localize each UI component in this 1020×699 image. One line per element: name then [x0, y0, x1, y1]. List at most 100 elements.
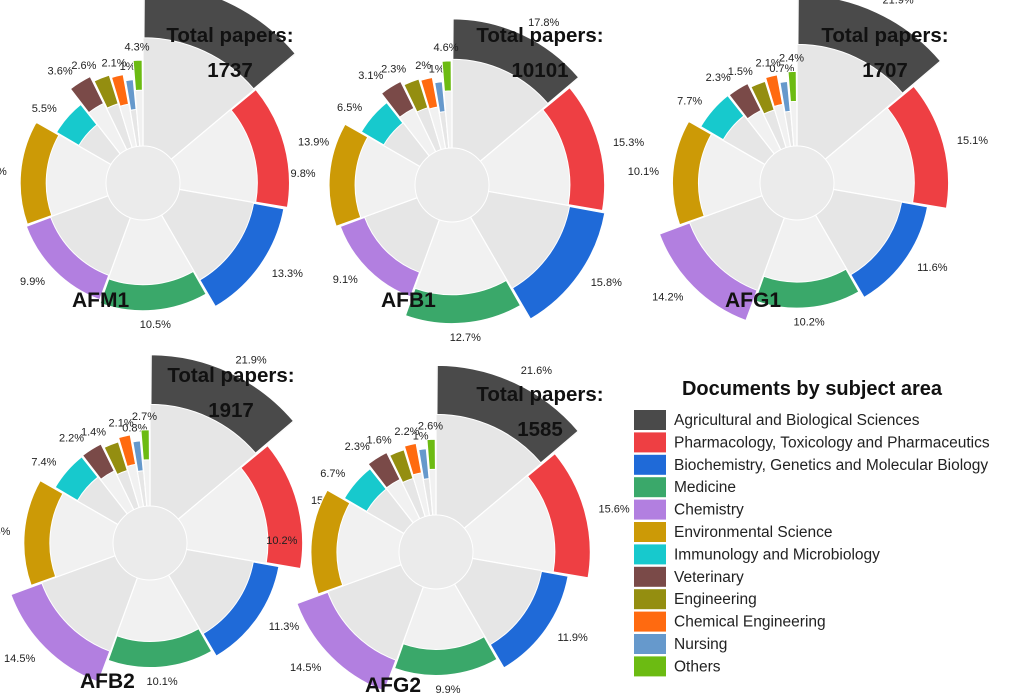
data-label: 11.3% [269, 621, 300, 633]
bar-environmental-science [671, 120, 713, 226]
bar-veterinary [367, 451, 401, 489]
data-label: 9.9% [20, 276, 45, 288]
data-label: 14.2% [652, 292, 683, 304]
legend-item-immunology-and-microbiology: Immunology and Microbiology [674, 546, 880, 563]
data-label: 10.2% [794, 317, 825, 329]
bar-medicine [107, 627, 213, 669]
bar-chemical-engineering [110, 74, 130, 107]
data-label: 6.7% [320, 468, 345, 480]
data-label: 2.6% [71, 60, 96, 72]
data-label: 6.5% [337, 102, 362, 114]
data-label: 4.6% [433, 42, 458, 54]
legend-item-others: Others [674, 658, 721, 675]
bar-others [140, 429, 150, 461]
bar-environmental-science [310, 489, 351, 595]
bar-chemical-engineering [117, 434, 137, 468]
data-label: 21.9% [882, 0, 913, 7]
data-label: 15.3% [613, 137, 644, 149]
bar-nursing [779, 80, 791, 113]
bar-biochemistry-genetics-and-molecular-biology [850, 201, 929, 299]
total-papers-label: Total papers: [167, 364, 294, 387]
data-label: 14.5% [4, 653, 35, 665]
bar-immunology-and-microbiology [343, 468, 387, 513]
data-label: 2% [415, 60, 431, 72]
total-papers-value: 10101 [511, 59, 568, 82]
polar-chart-afg2: 21.6% 15.6% 11.9% 9.9% 14.5% 10.2% 6.7% 2.3%1.6… [266, 364, 630, 697]
legend-item-veterinary: Veterinary [674, 569, 744, 586]
legend: Documents by subject area Agricultural an… [634, 378, 990, 677]
bar-chemistry [10, 582, 111, 683]
legend-swatch-immunology-and-microbiology [634, 544, 666, 565]
bar-agricultural-and-biological-sciences [797, 0, 942, 94]
bar-medicine [754, 268, 860, 309]
legend-title: Documents by subject area [682, 378, 943, 400]
legend-item-medicine: Medicine [674, 479, 736, 496]
bar-engineering [93, 74, 119, 109]
data-label: 10.5% [140, 319, 171, 331]
bar-chemistry [658, 222, 758, 322]
total-papers-label: Total papers: [476, 383, 603, 406]
legend-swatch-medicine [634, 477, 666, 498]
data-label: 2.2% [59, 432, 84, 444]
bar-chemistry [25, 216, 110, 301]
data-label: 2.3% [706, 72, 731, 84]
center-hole [105, 145, 181, 221]
bar-nursing [132, 440, 144, 473]
legend-swatch-biochemistry-genetics-and-molecular-biology [634, 454, 666, 475]
data-label: 1% [429, 63, 445, 75]
legend-swatch-chemistry [634, 499, 666, 520]
legend-swatch-nursing [634, 634, 666, 654]
data-label: 10.4% [0, 526, 11, 538]
bar-pharmacology-toxicology-and-pharmaceutics [230, 88, 290, 208]
bar-pharmacology-toxicology-and-pharmaceutics [542, 87, 606, 212]
data-label: 2.7% [132, 411, 157, 423]
polar-chart-afb1: 17.8% 15.3% 15.8% 12.7% 9.1% 9.8% 6.5% 3.1%2.3%… [291, 17, 645, 344]
center-hole [759, 145, 835, 221]
bar-chemical-engineering [764, 74, 784, 108]
legend-item-agricultural-and-biological-sciences: Agricultural and Biological Sciences [674, 412, 920, 429]
data-label: 9.6% [0, 166, 7, 178]
data-label: 3.6% [48, 65, 73, 77]
data-label: 2.2% [394, 426, 419, 438]
bar-medicine [99, 270, 207, 312]
bar-pharmacology-toxicology-and-pharmaceutics [240, 445, 304, 570]
data-label: 21.6% [521, 365, 552, 377]
bar-environmental-science [19, 121, 60, 225]
bar-environmental-science [328, 123, 369, 227]
legend-item-chemical-engineering: Chemical Engineering [674, 614, 826, 631]
legend-swatch-others [634, 656, 666, 677]
bar-pharmacology-toxicology-and-pharmaceutics [526, 452, 591, 579]
center-hole [112, 505, 188, 581]
legend-swatch-chemical-engineering [634, 611, 666, 632]
bar-nursing [434, 81, 446, 113]
data-label: 1.6% [367, 434, 392, 446]
data-label: 2.1% [109, 418, 134, 430]
data-label: 11.6% [917, 262, 948, 274]
data-label: 3.1% [358, 70, 383, 82]
bar-engineering [403, 78, 429, 113]
bar-others [132, 59, 143, 92]
bar-immunology-and-microbiology [54, 456, 99, 502]
polar-chart-afb2: 21.9%15.3%11.3%10.1%14.5%10.4%7.4%2.2%1.… [0, 354, 342, 693]
legend-item-pharmacology-toxicology-and-pharmaceutics: Pharmacology, Toxicology and Pharmaceuti… [674, 434, 990, 451]
data-label: 2.1% [756, 58, 781, 70]
data-label: 9.9% [435, 684, 460, 696]
bar-others [426, 438, 436, 471]
bar-engineering [103, 441, 128, 476]
total-papers-value: 1707 [862, 59, 908, 82]
bar-others [787, 70, 797, 103]
bar-engineering [389, 449, 414, 484]
bar-engineering [750, 80, 775, 115]
data-label: 1.4% [81, 426, 106, 438]
bar-immunology-and-microbiology [55, 103, 98, 147]
data-label: 7.4% [31, 457, 56, 469]
bar-biochemistry-genetics-and-molecular-biology [199, 202, 285, 308]
bar-environmental-science [23, 480, 64, 586]
data-label: 7.7% [677, 96, 702, 108]
chart-name: AFG1 [725, 289, 781, 312]
data-label: 5.5% [32, 103, 57, 115]
chart-name: AFB2 [80, 670, 135, 693]
center-hole [414, 147, 490, 223]
bar-medicine [404, 279, 522, 325]
data-label: 15.6% [599, 503, 630, 515]
